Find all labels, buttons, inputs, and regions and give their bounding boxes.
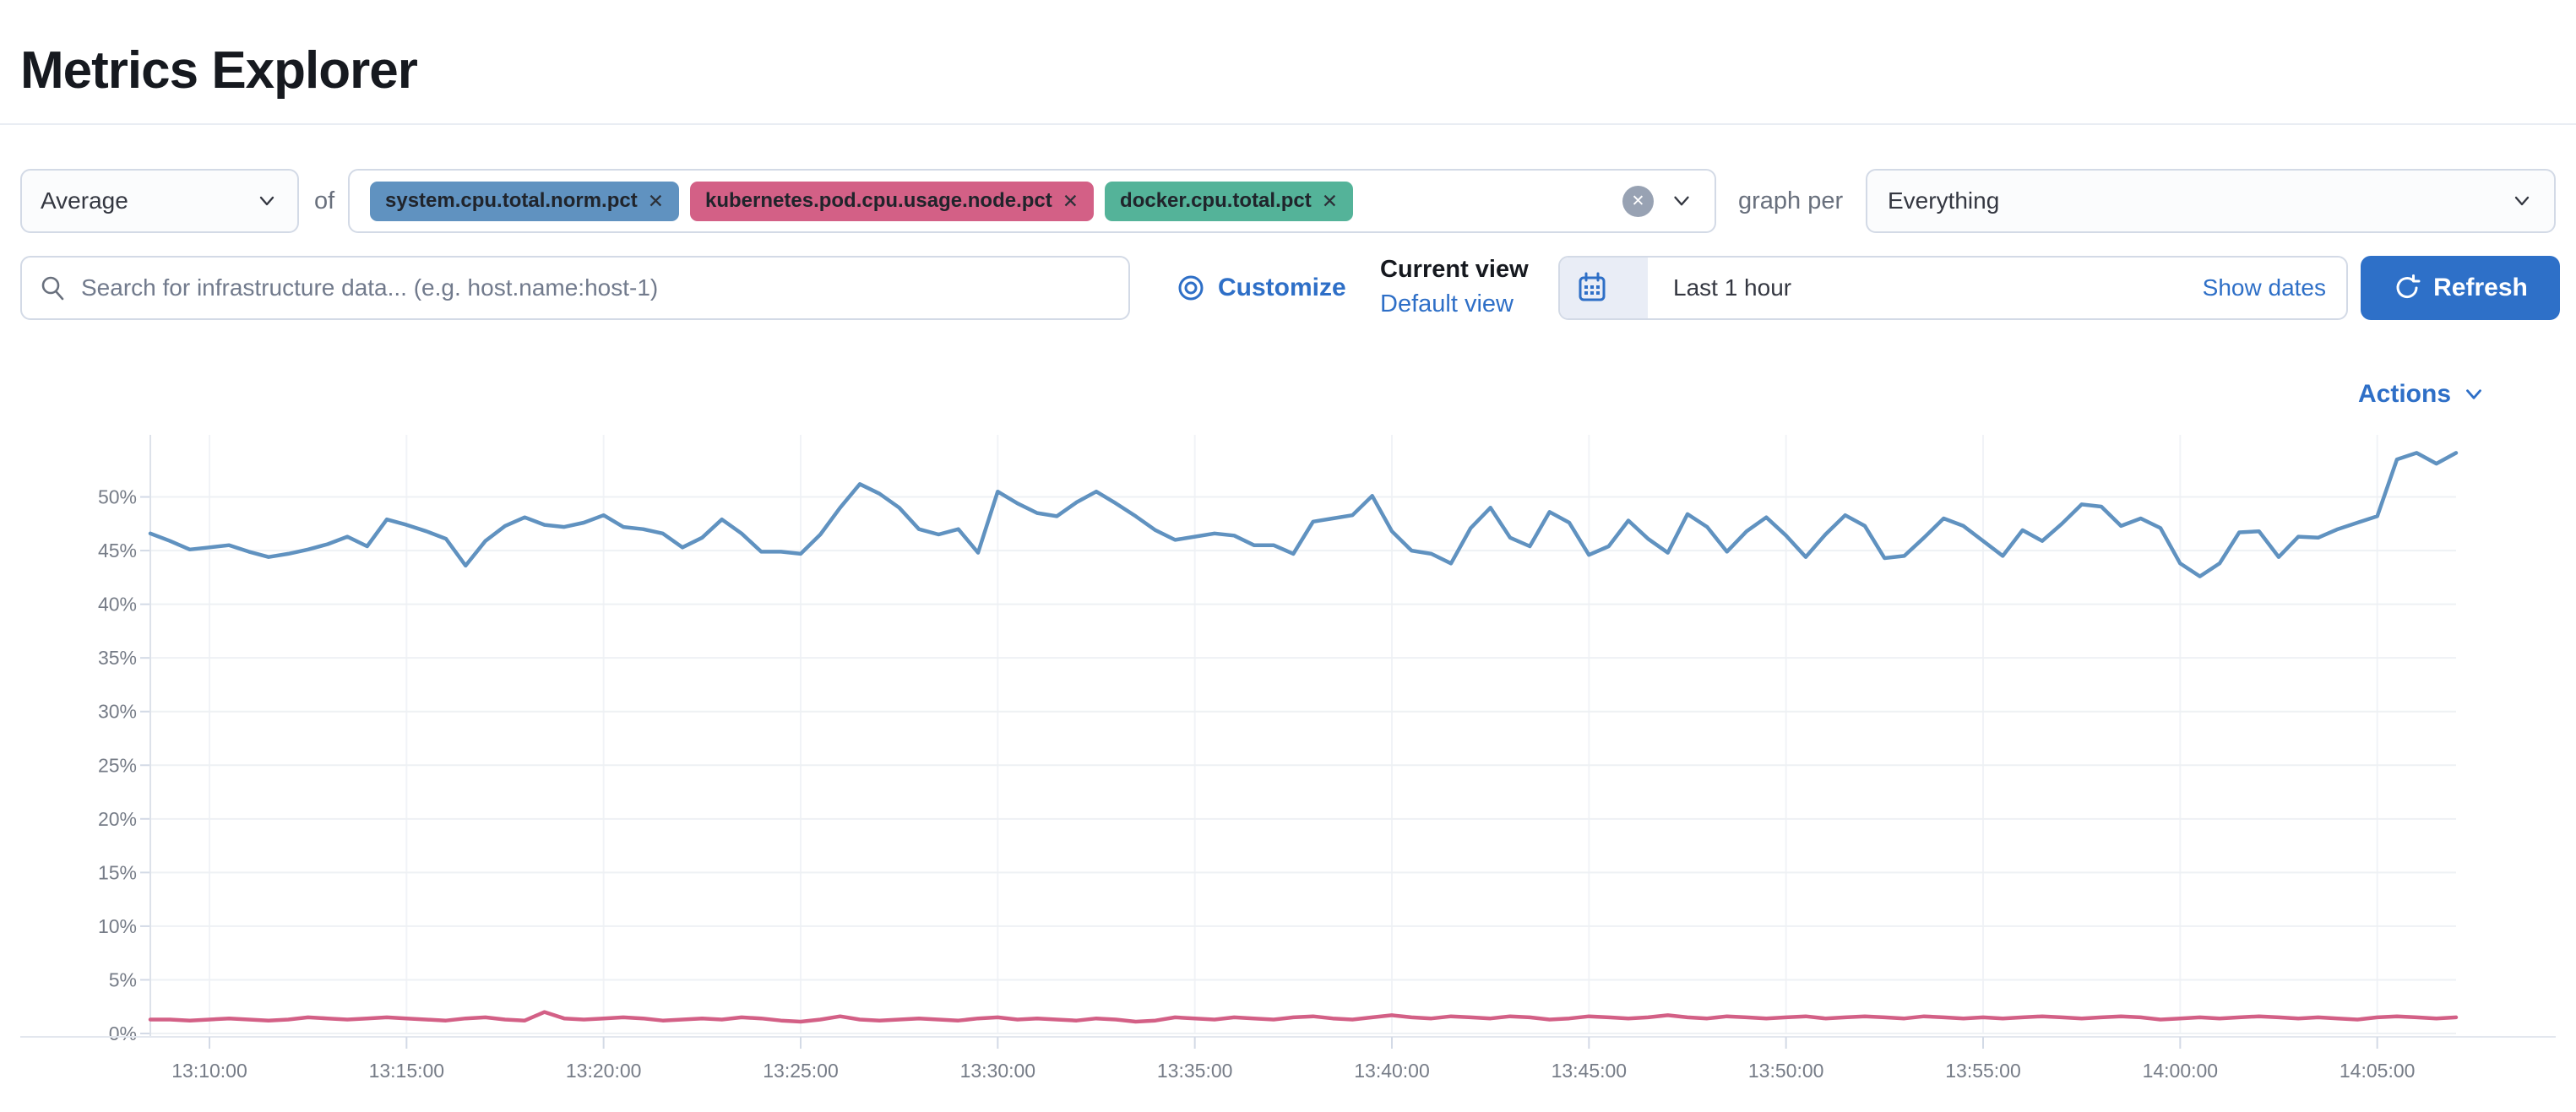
metric-badge-label: system.cpu.total.norm.pct (385, 189, 638, 212)
chevron-down-icon (259, 196, 274, 206)
aggregation-select[interactable]: Average (20, 169, 299, 233)
group-by-select[interactable]: Everything (1866, 169, 2556, 233)
svg-text:13:10:00: 13:10:00 (171, 1060, 247, 1082)
svg-text:20%: 20% (98, 808, 137, 830)
svg-text:13:45:00: 13:45:00 (1552, 1060, 1628, 1082)
of-label: of (314, 187, 335, 214)
chart-canvas[interactable]: 0% 5% 10% 15% 20% 25% 30% 35% 40% 45% 50% 13:10:00 1… (0, 414, 2576, 1108)
time-range-button[interactable]: Last 1 hour (1673, 274, 1792, 301)
metric-badge[interactable]: system.cpu.total.norm.pct ✕ (370, 181, 680, 221)
chevron-down-icon (1616, 279, 1633, 296)
svg-text:0%: 0% (109, 1022, 137, 1044)
svg-text:25%: 25% (98, 754, 137, 776)
svg-text:30%: 30% (98, 701, 137, 723)
svg-text:5%: 5% (109, 968, 137, 990)
aggregation-value: Average (41, 187, 128, 214)
clear-all-icon[interactable]: ✕ (1622, 185, 1654, 217)
refresh-button[interactable]: Refresh (2361, 256, 2560, 320)
svg-text:13:40:00: 13:40:00 (1354, 1060, 1430, 1082)
chevron-down-icon (2466, 389, 2481, 399)
actions-label: Actions (2358, 380, 2452, 408)
svg-text:13:15:00: 13:15:00 (369, 1060, 445, 1082)
customize-label: Customize (1218, 274, 1346, 301)
header-divider (0, 123, 2576, 125)
svg-text:13:25:00: 13:25:00 (763, 1060, 839, 1082)
date-picker[interactable]: Last 1 hour Show dates (1558, 256, 2348, 320)
metrics-combobox[interactable]: system.cpu.total.norm.pct ✕ kubernetes.p… (348, 169, 1716, 233)
remove-metric-icon[interactable]: ✕ (1062, 189, 1079, 212)
actions-menu-button[interactable]: Actions (2358, 380, 2486, 409)
remove-metric-icon[interactable]: ✕ (647, 189, 665, 212)
svg-text:45%: 45% (98, 540, 137, 561)
svg-text:13:35:00: 13:35:00 (1157, 1060, 1233, 1082)
search-field[interactable] (20, 256, 1130, 320)
calendar-icon (1579, 272, 1606, 301)
chevron-down-icon[interactable] (1669, 188, 1694, 214)
view-switcher: Current view Default view (1380, 252, 1532, 322)
svg-text:14:00:00: 14:00:00 (2143, 1060, 2219, 1082)
refresh-icon (2396, 274, 2421, 299)
group-by-value: Everything (1888, 187, 2000, 214)
svg-text:13:55:00: 13:55:00 (1945, 1060, 2021, 1082)
svg-text:13:50:00: 13:50:00 (1748, 1060, 1824, 1082)
remove-metric-icon[interactable]: ✕ (1321, 189, 1339, 212)
refresh-label: Refresh (2433, 274, 2528, 301)
metrics-chart[interactable]: 0% 5% 10% 15% 20% 25% 30% 35% 40% 45% 50% 13:10:00 1… (0, 414, 2576, 1108)
page-title: Metrics Explorer (20, 41, 418, 100)
svg-text:35%: 35% (98, 647, 137, 669)
metric-badge[interactable]: docker.cpu.total.pct ✕ (1105, 181, 1354, 221)
svg-text:10%: 10% (98, 915, 137, 937)
customize-eye-icon (1178, 275, 1204, 301)
svg-text:14:05:00: 14:05:00 (2340, 1060, 2416, 1082)
svg-text:13:20:00: 13:20:00 (566, 1060, 642, 1082)
svg-text:15%: 15% (98, 861, 137, 883)
current-view-label: Current view (1380, 256, 1529, 283)
graph-per-label: graph per (1738, 187, 1844, 214)
customize-button[interactable]: Customize (1176, 256, 1346, 320)
metric-badge-label: docker.cpu.total.pct (1120, 189, 1312, 212)
search-input[interactable] (79, 274, 1111, 302)
svg-text:40%: 40% (98, 594, 137, 616)
default-view-link[interactable]: Default view (1380, 290, 1514, 317)
svg-text:50%: 50% (98, 486, 137, 508)
metric-badges: system.cpu.total.norm.pct ✕ kubernetes.p… (370, 181, 1622, 221)
svg-text:13:30:00: 13:30:00 (960, 1060, 1036, 1082)
show-dates-button[interactable]: Show dates (2202, 274, 2326, 301)
search-icon (41, 276, 64, 301)
date-picker-quick-menu-button[interactable] (1560, 258, 1648, 318)
metric-badge-label: kubernetes.pod.cpu.usage.node.pct (705, 189, 1052, 212)
chevron-down-icon (2514, 196, 2530, 206)
metric-badge[interactable]: kubernetes.pod.cpu.usage.node.pct ✕ (690, 181, 1095, 221)
